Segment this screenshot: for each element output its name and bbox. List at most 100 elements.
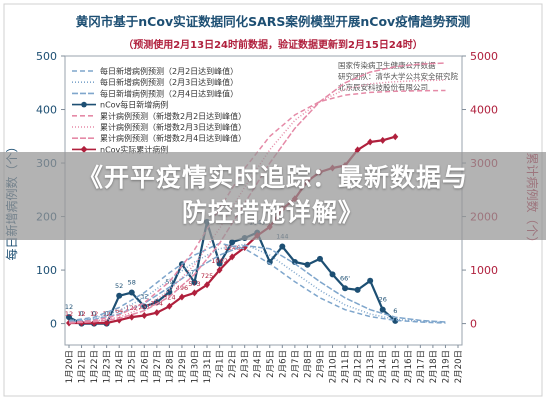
y-left-tick-label: 0 [50,318,57,331]
data-point [304,261,311,268]
x-tick-label: 1月29日 [178,350,188,383]
data-label: 58 [128,279,136,287]
data-label: 12 [65,310,73,318]
data-point [141,312,148,320]
data-point [379,136,386,144]
data-label: 52 [115,282,123,290]
data-point [367,277,374,284]
x-tick-label: 1月30日 [190,350,200,383]
y-left-tick-label: 100 [36,264,57,277]
chart-title: 黄冈市基于nCov实证数据同化SARS案例模型开展nCov疫情趋势预测 [76,14,470,29]
x-tick-label: 2月20日 [454,350,464,383]
x-tick-label: 1月26日 [140,350,150,383]
article-title-line-2: 防控措施详解》 [181,198,364,227]
data-point [191,289,198,297]
data-label: 725 [201,272,213,280]
data-label: 0 [92,310,96,318]
data-point [316,255,323,262]
x-tick-label: 2月18日 [429,350,439,383]
legend-label: 每日新增病例预测（2月4日达到峰值） [100,88,238,98]
legend-label: 累计病例预测（新增数2月3日达到峰值） [100,122,246,132]
x-tick-label: 2月7日 [291,350,301,378]
legend-marker [80,145,88,153]
data-label: 26 [379,296,387,304]
legend-label: 累计病例预测（新增数2月4日达到峰值） [100,133,246,143]
x-tick-label: 1月27日 [153,350,163,383]
data-point [291,259,298,266]
data-label: 496 [176,284,188,292]
legend-label: 每日新增病例预测（2月2日达到峰值） [100,66,238,76]
data-point [166,289,173,296]
data-label: 77 [190,268,198,276]
data-label: 12 [90,310,98,318]
x-tick-label: 2月10日 [329,350,339,383]
x-tick-label: 1月23日 [103,350,113,383]
data-point [354,286,361,293]
y-right-tick-label: 0 [470,318,477,331]
data-point [216,266,223,274]
data-label: 32 [140,292,148,300]
data-point [229,253,236,261]
data-point [354,146,361,154]
x-tick-label: 2月16日 [404,350,414,383]
data-point [329,271,336,278]
y-left-tick-label: 400 [36,104,57,117]
y-left-tick-label: 500 [36,50,57,63]
source-note-line: 研究团队：清华大学公共安全研究院 [338,71,458,81]
legend-entry: 每日新增病例预测（2月2日达到峰值） [72,66,238,76]
data-point [392,133,399,141]
data-point [367,138,374,146]
x-tick-label: 2月6日 [278,350,288,378]
data-point [153,309,160,317]
x-tick-label: 1月21日 [78,350,88,383]
legend-label: 累计病例预测（新增数2月2日达到峰值） [100,111,246,121]
article-title-line-1: 《开平疫情实时追踪：最新数据与 [77,163,468,192]
legend-label: nCov每日新增病例 [100,100,168,110]
data-label: 573 [188,280,200,288]
x-tick-label: 1月24日 [115,350,125,383]
data-label: 12 [77,310,85,318]
y-right-tick-label: 4000 [470,104,498,117]
x-tick-label: 2月15日 [391,350,401,383]
y-right-tick-label: 5000 [470,50,498,63]
data-point [166,302,173,310]
x-tick-label: 1月28日 [165,350,175,383]
data-point [178,293,185,301]
data-label: 1246 [224,244,241,252]
legend-entry: 累计病例预测（新增数2月2日达到峰值） [72,111,246,121]
x-tick-label: 2月1日 [216,350,226,378]
series-daily [68,242,446,324]
x-tick-label: 2月2日 [228,350,238,378]
data-point [191,279,198,286]
x-tick-label: 1月31日 [203,350,213,383]
x-tick-label: 2月5日 [266,350,276,378]
data-label: 12 [103,310,111,318]
x-tick-label: 2月3日 [241,350,251,378]
data-label: 1002 [211,257,228,265]
legend-entry: 每日新增病例预测（2月4日达到峰值） [72,88,238,98]
data-point [229,239,236,246]
chart-subtitle: （预测使用2月13日24时前数据，验证数据更新到2月15日24时） [123,38,423,51]
data-point [116,292,123,299]
legend-label: nCov实际累计病例 [100,144,168,154]
x-tick-label: 2月12日 [354,350,364,383]
data-label: 151 [138,303,150,311]
data-point [103,319,110,327]
legend-entry: 累计病例预测（新增数2月3日达到峰值） [72,122,246,132]
x-tick-label: 1月25日 [128,350,138,383]
data-point [379,306,386,313]
x-tick-label: 2月8日 [303,350,313,378]
x-tick-label: 2月9日 [316,350,326,378]
source-note-line: 国家传染病卫生健康公开数据 [338,60,436,70]
series-line [68,242,446,324]
legend-entry: 每日新增病例预测（2月3日达到峰值） [72,77,238,87]
x-tick-label: 1月22日 [90,350,100,383]
data-label: 0 [105,310,109,318]
y-right-tick-label: 1000 [470,264,498,277]
x-tick-label: 2月14日 [379,350,389,383]
data-point [342,285,349,292]
x-tick-label: 2月17日 [416,350,426,383]
data-point [204,281,211,289]
x-tick-label: 2月4日 [253,350,263,378]
x-tick-label: 2月19日 [441,350,451,383]
